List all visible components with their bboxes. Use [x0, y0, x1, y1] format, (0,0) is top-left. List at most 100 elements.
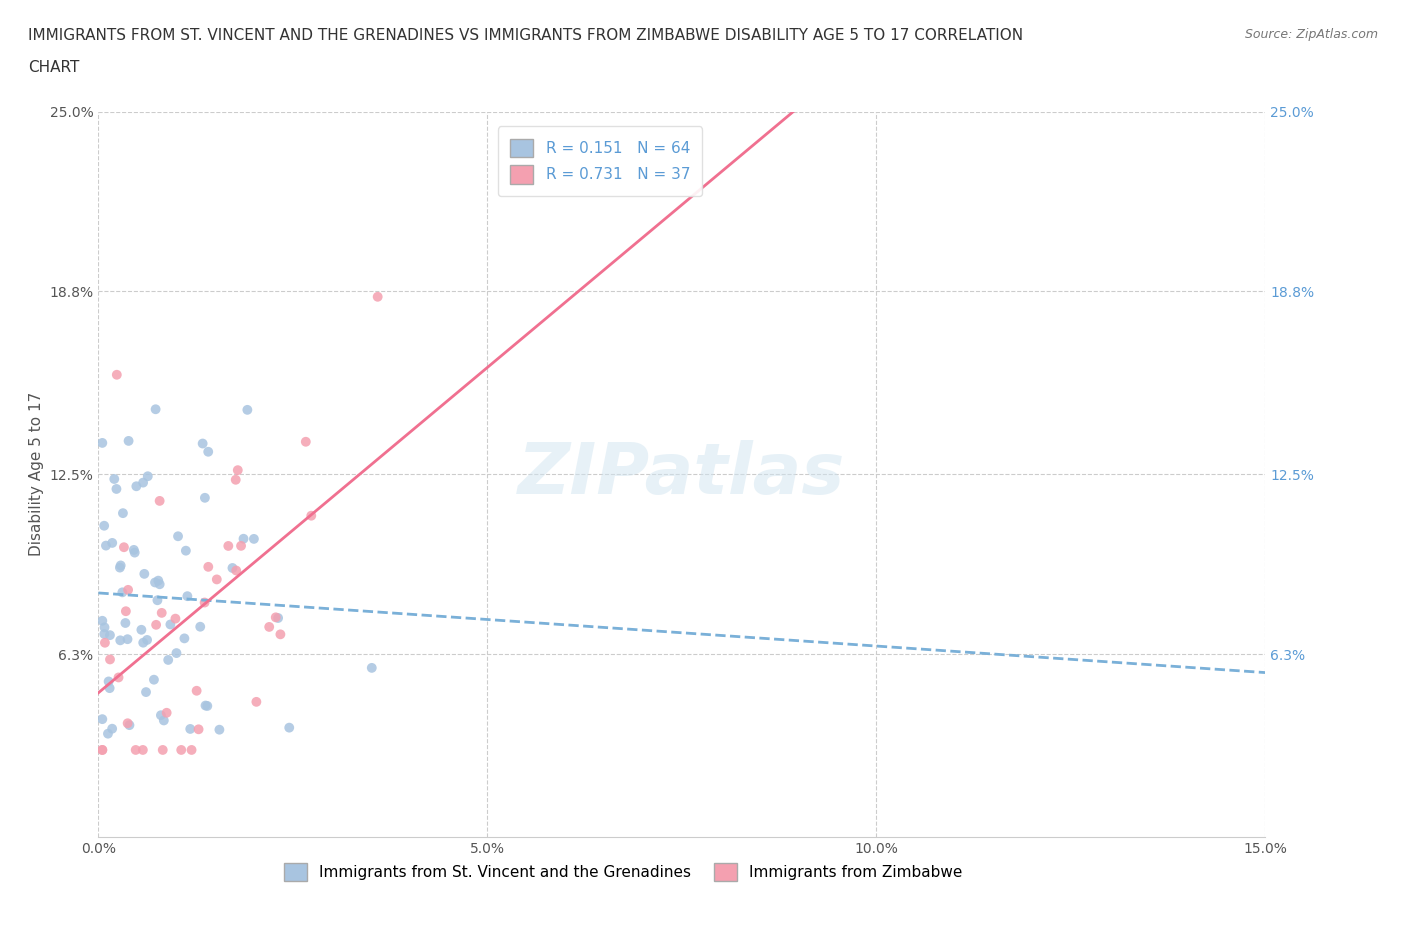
Point: [194, 698, 217, 713]
Point: [103, 472, 125, 486]
Point: [142, 672, 165, 687]
Point: [105, 482, 128, 497]
Point: [94, 538, 117, 553]
Point: [132, 475, 155, 490]
Point: [157, 653, 180, 668]
Point: [191, 436, 214, 451]
Point: [232, 531, 254, 546]
Point: [180, 742, 202, 757]
Point: [98, 652, 121, 667]
Point: [195, 698, 218, 713]
Point: [149, 708, 172, 723]
Point: [257, 619, 280, 634]
Point: [194, 595, 217, 610]
Point: [111, 506, 134, 521]
Point: [101, 722, 124, 737]
Point: [264, 610, 287, 625]
Point: [299, 509, 322, 524]
Point: [132, 635, 155, 650]
Point: [149, 494, 172, 509]
Point: [91, 711, 114, 726]
Point: [122, 542, 145, 557]
Point: [187, 722, 209, 737]
Point: [145, 618, 167, 632]
Point: [117, 716, 139, 731]
Point: [197, 559, 219, 574]
Point: [105, 367, 128, 382]
Point: [132, 742, 155, 757]
Point: [101, 536, 124, 551]
Point: [236, 403, 259, 418]
Point: [111, 585, 134, 600]
Point: [159, 617, 181, 631]
Point: [134, 566, 156, 581]
Point: [125, 742, 148, 757]
Text: CHART: CHART: [28, 60, 80, 75]
Text: IMMIGRANTS FROM ST. VINCENT AND THE GRENADINES VS IMMIGRANTS FROM ZIMBABWE DISAB: IMMIGRANTS FROM ST. VINCENT AND THE GREN…: [28, 28, 1024, 43]
Point: [194, 490, 217, 505]
Point: [125, 479, 148, 494]
Point: [229, 538, 252, 553]
Point: [110, 558, 132, 573]
Point: [124, 545, 146, 560]
Point: [117, 582, 139, 597]
Point: [146, 592, 169, 607]
Point: [98, 681, 121, 696]
Text: Source: ZipAtlas.com: Source: ZipAtlas.com: [1244, 28, 1378, 41]
Point: [153, 713, 176, 728]
Point: [93, 620, 115, 635]
Point: [367, 289, 389, 304]
Point: [91, 614, 114, 629]
Y-axis label: Disability Age 5 to 17: Disability Age 5 to 17: [30, 392, 44, 556]
Point: [170, 742, 193, 757]
Point: [150, 605, 173, 620]
Text: ZIPatlas: ZIPatlas: [519, 440, 845, 509]
Point: [186, 684, 208, 698]
Point: [108, 560, 131, 575]
Point: [145, 402, 167, 417]
Point: [205, 572, 228, 587]
Point: [114, 616, 136, 631]
Point: [97, 674, 120, 689]
Point: [278, 720, 301, 735]
Point: [91, 742, 114, 757]
Point: [166, 645, 188, 660]
Point: [117, 433, 139, 448]
Point: [110, 633, 132, 648]
Point: [148, 573, 170, 588]
Point: [115, 604, 138, 618]
Point: [167, 529, 190, 544]
Point: [91, 435, 114, 450]
Point: [156, 705, 179, 720]
Point: [226, 463, 249, 478]
Point: [221, 561, 243, 576]
Point: [97, 726, 120, 741]
Point: [93, 518, 115, 533]
Point: [118, 718, 141, 733]
Point: [188, 619, 211, 634]
Point: [245, 695, 267, 710]
Point: [165, 611, 187, 626]
Point: [143, 575, 166, 590]
Point: [135, 684, 157, 699]
Point: [107, 670, 129, 684]
Point: [179, 722, 201, 737]
Legend: R = 0.151   N = 64, R = 0.731   N = 37: R = 0.151 N = 64, R = 0.731 N = 37: [498, 126, 702, 196]
Point: [267, 611, 290, 626]
Point: [112, 539, 135, 554]
Point: [91, 742, 114, 757]
Point: [176, 589, 198, 604]
Point: [149, 577, 172, 591]
Point: [136, 632, 159, 647]
Point: [131, 622, 153, 637]
Point: [174, 543, 197, 558]
Point: [173, 631, 195, 645]
Point: [94, 635, 117, 650]
Point: [152, 742, 174, 757]
Point: [225, 472, 247, 487]
Point: [269, 627, 291, 642]
Point: [217, 538, 239, 553]
Point: [98, 628, 121, 643]
Point: [208, 723, 231, 737]
Point: [294, 434, 316, 449]
